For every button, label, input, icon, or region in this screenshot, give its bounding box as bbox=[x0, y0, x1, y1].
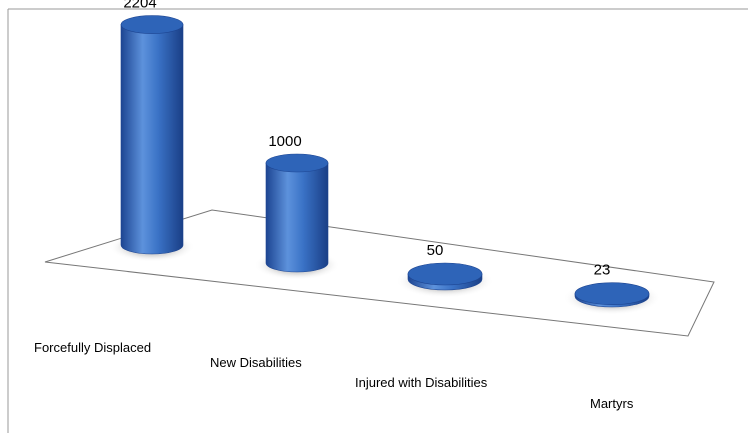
bar-top bbox=[407, 262, 483, 286]
category-label: Forcefully Displaced bbox=[34, 340, 151, 355]
data-label: 50 bbox=[427, 242, 444, 259]
category-label: New Disabilities bbox=[210, 355, 302, 370]
data-label: 1000 bbox=[268, 133, 301, 150]
bar-top bbox=[120, 15, 184, 34]
data-label: 23 bbox=[594, 262, 611, 279]
data-label: 2204 bbox=[123, 0, 156, 12]
category-label: Injured with Disabilities bbox=[355, 375, 488, 390]
category-label: Martyrs bbox=[590, 396, 634, 411]
bar-top bbox=[265, 153, 329, 173]
bar bbox=[120, 24, 184, 255]
series-marks: 2204 Forcefully Displaced 1000 New Disabili… bbox=[34, 0, 661, 411]
bar bbox=[265, 162, 329, 273]
bar-top bbox=[574, 282, 650, 306]
